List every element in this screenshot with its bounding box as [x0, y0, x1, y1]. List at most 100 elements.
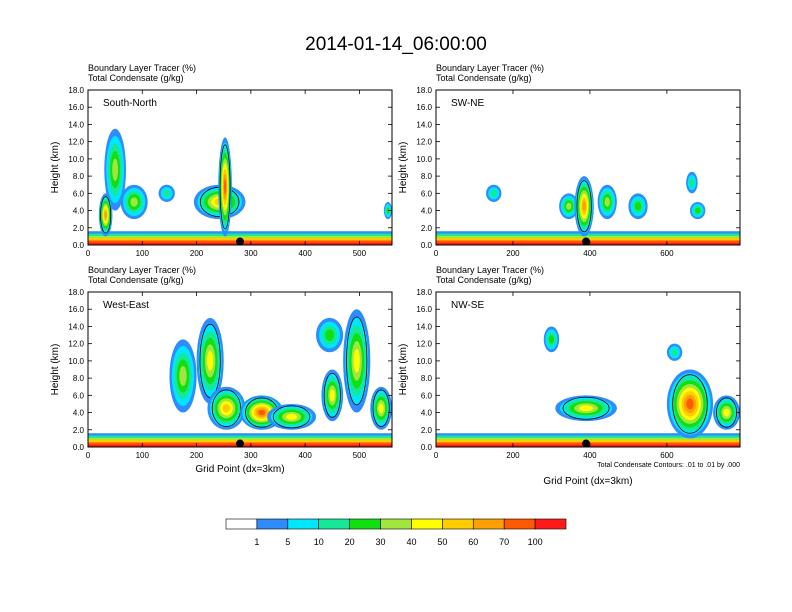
colorbar-swatch	[287, 518, 320, 530]
y-tick-label: 18.0	[416, 86, 432, 95]
condensate-contour	[576, 180, 592, 233]
y-tick-label: 2.0	[421, 224, 433, 233]
tracer-blob	[386, 207, 390, 214]
panel-sw-ne: Boundary Layer Tracer (%)Total Condensat…	[398, 63, 741, 258]
colorbar-label: 50	[437, 537, 447, 547]
footnote-text: Total Condensate Contours: .01 to .01 by…	[597, 462, 740, 469]
y-tick-label: 6.0	[73, 189, 85, 198]
x-tick-label: 0	[434, 249, 439, 258]
y-tick-label: 6.0	[73, 391, 85, 400]
x-tick-label: 0	[86, 249, 91, 258]
location-marker	[582, 237, 591, 246]
x-tick-label: 100	[136, 451, 150, 460]
colorbar-swatch	[256, 518, 289, 530]
colorbar-label: 10	[314, 537, 324, 547]
y-tick-label: 2.0	[73, 426, 85, 435]
y-tick-label: 12.0	[68, 138, 84, 147]
x-tick-label: 300	[244, 451, 258, 460]
tracer-blob	[578, 405, 594, 412]
panel-label: SW-NE	[451, 98, 484, 109]
y-tick-label: 16.0	[68, 305, 84, 314]
location-marker	[236, 237, 244, 246]
condensate-contour	[562, 396, 610, 420]
colorbar-label: 1	[254, 537, 259, 547]
panel-field-label-2: Total Condensate (g/kg)	[88, 275, 184, 285]
tracer-blob	[179, 365, 187, 386]
tracer-blob	[695, 207, 701, 214]
tracer-blob	[490, 189, 498, 198]
y-tick-label: 10.0	[68, 155, 84, 164]
x-tick-label: 400	[298, 451, 312, 460]
tracer-blob	[285, 413, 298, 420]
condensate-contour	[219, 144, 231, 230]
y-axis-label: Height (km)	[398, 344, 409, 396]
colorbar-swatch	[225, 518, 258, 530]
tracer-blob	[671, 348, 678, 356]
y-tick-label: 0.0	[73, 241, 85, 250]
panel-field-label-2: Total Condensate (g/kg)	[436, 275, 532, 285]
plot-area	[88, 90, 392, 245]
x-tick-label: 600	[660, 249, 674, 258]
y-tick-label: 6.0	[421, 189, 433, 198]
x-tick-label: 500	[353, 249, 367, 258]
panel-label: West-East	[103, 300, 149, 311]
panel-field-label-2: Total Condensate (g/kg)	[436, 73, 532, 83]
tracer-blob	[222, 403, 231, 413]
x-axis-label: Grid Point (dx=3km)	[543, 476, 632, 487]
tracer-blob	[112, 158, 119, 181]
colorbar-swatch	[349, 518, 381, 530]
y-tick-label: 8.0	[421, 172, 433, 181]
tracer-blob	[325, 329, 335, 341]
tracer-blob	[258, 409, 266, 416]
y-tick-label: 6.0	[421, 391, 433, 400]
colorbar: 1 5 10 20 30 40 50 60 70 100	[225, 518, 567, 547]
panel-south-north: Boundary Layer Tracer (%)Total Condensat…	[50, 63, 393, 258]
x-tick-label: 200	[506, 249, 520, 258]
x-tick-label: 200	[506, 451, 520, 460]
tracer-blob	[104, 211, 107, 219]
condensate-contour	[100, 196, 112, 234]
colorbar-swatch	[442, 518, 474, 530]
condensate-contour	[211, 389, 242, 427]
x-tick-label: 400	[583, 249, 597, 258]
y-axis-label: Height (km)	[50, 142, 61, 194]
colorbar-label: 100	[528, 537, 543, 547]
condensate-contour	[323, 372, 341, 418]
panel-field-label: Boundary Layer Tracer (%)	[436, 265, 544, 275]
y-tick-label: 14.0	[68, 322, 84, 331]
x-tick-label: 400	[298, 249, 312, 258]
colorbar-label: 5	[285, 537, 290, 547]
tracer-blob	[130, 197, 138, 207]
y-tick-label: 8.0	[73, 374, 85, 383]
panel-field-label: Boundary Layer Tracer (%)	[436, 63, 544, 73]
colorbar-label: 60	[468, 537, 478, 547]
tracer-blob	[548, 335, 555, 344]
panel-west-east: Boundary Layer Tracer (%)Total Condensat…	[50, 265, 393, 475]
panels-group: Boundary Layer Tracer (%)Total Condensat…	[50, 63, 741, 487]
y-tick-label: 4.0	[73, 409, 85, 418]
colorbar-label: 40	[406, 537, 416, 547]
y-tick-label: 8.0	[421, 374, 433, 383]
location-marker	[582, 439, 591, 448]
tracer-blob	[207, 350, 214, 371]
x-tick-label: 300	[244, 249, 258, 258]
panel-field-label: Boundary Layer Tracer (%)	[88, 265, 196, 275]
condensate-contour	[372, 389, 390, 427]
panel-field-label-2: Total Condensate (g/kg)	[88, 73, 184, 83]
y-tick-label: 16.0	[68, 103, 84, 112]
colorbar-label: 30	[376, 537, 386, 547]
y-tick-label: 0.0	[421, 443, 433, 452]
y-tick-label: 10.0	[416, 357, 432, 366]
y-tick-label: 16.0	[416, 305, 432, 314]
y-tick-label: 18.0	[68, 86, 84, 95]
y-tick-label: 18.0	[416, 288, 432, 297]
x-tick-label: 600	[660, 451, 674, 460]
y-axis-label: Height (km)	[50, 344, 61, 396]
tracer-blob	[723, 408, 730, 417]
colorbar-swatch	[534, 518, 567, 530]
panel-label: South-North	[103, 98, 157, 109]
condensate-contour	[346, 316, 368, 406]
colorbar-label: 70	[499, 537, 509, 547]
x-axis-label: Grid Point (dx=3km)	[195, 464, 284, 475]
